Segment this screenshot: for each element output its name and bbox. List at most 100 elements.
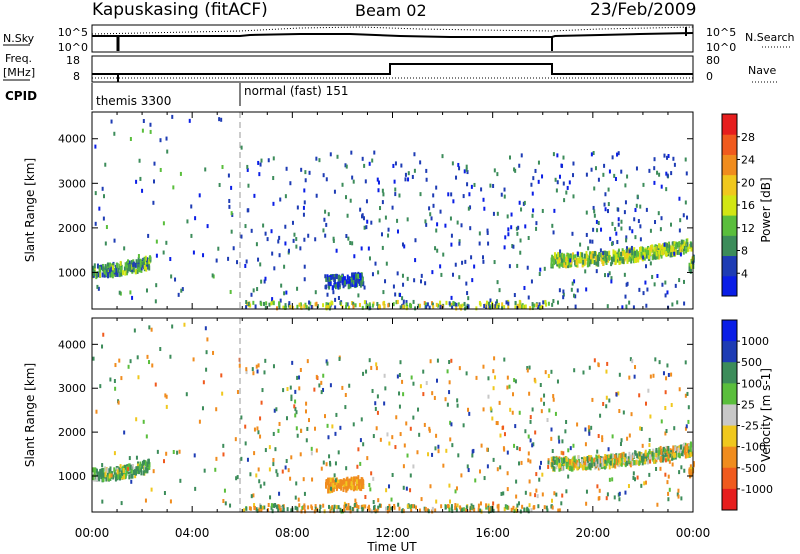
- echo-cell: [552, 299, 555, 304]
- echo-cell: [511, 244, 514, 249]
- echo-cell: [129, 359, 132, 364]
- nave-tick-low: 0: [706, 70, 713, 83]
- echo-cell: [645, 252, 648, 258]
- echo-cell: [272, 458, 275, 463]
- echo-cell: [352, 480, 355, 485]
- echo-cell: [454, 302, 457, 307]
- echo-cell: [550, 504, 553, 509]
- echo-cell: [653, 249, 656, 255]
- echo-cell: [371, 158, 374, 163]
- echo-cell: [494, 375, 497, 380]
- echo-cell: [627, 484, 630, 489]
- echo-cell: [337, 275, 340, 281]
- echo-cell: [624, 200, 627, 205]
- echo-cell: [353, 254, 356, 259]
- echo-cell: [447, 192, 450, 197]
- echo-cell: [399, 432, 402, 437]
- time-tick-label: 16:00: [475, 526, 510, 540]
- echo-cell: [519, 250, 522, 255]
- colorbar-swatch: [722, 425, 737, 448]
- echo-cell: [584, 269, 587, 274]
- echo-cell: [513, 167, 516, 172]
- echo-cell: [361, 507, 364, 512]
- echo-cell: [664, 431, 667, 436]
- echo-cell: [604, 463, 607, 469]
- echo-cell: [592, 458, 595, 464]
- echo-cell: [594, 461, 597, 467]
- echo-cell: [93, 263, 96, 269]
- echo-cell: [588, 464, 591, 470]
- echo-cell: [255, 364, 258, 369]
- echo-cell: [506, 375, 509, 380]
- echo-cell: [368, 161, 371, 166]
- echo-cell: [397, 502, 400, 507]
- echo-cell: [332, 238, 335, 243]
- echo-cell: [689, 444, 692, 450]
- echo-cell: [470, 184, 473, 189]
- echo-cell: [414, 258, 417, 263]
- echo-cell: [108, 262, 111, 268]
- echo-cell: [186, 219, 189, 224]
- echo-cell: [682, 249, 685, 255]
- echo-cell: [332, 507, 335, 512]
- echo-cell: [339, 480, 342, 486]
- echo-cell: [690, 242, 693, 248]
- echo-cell: [325, 483, 328, 489]
- echo-cell: [449, 216, 452, 221]
- echo-cell: [505, 505, 508, 510]
- echo-cell: [296, 286, 299, 291]
- echo-cell: [285, 166, 288, 171]
- echo-cell: [547, 458, 550, 463]
- echo-cell: [134, 269, 137, 275]
- echo-cell: [205, 350, 208, 355]
- echo-cell: [519, 304, 522, 309]
- echo-cell: [414, 238, 417, 243]
- echo-cell: [621, 248, 624, 254]
- echo-cell: [648, 254, 651, 260]
- echo-cell: [649, 374, 652, 379]
- echo-cell: [305, 401, 308, 406]
- echo-cell: [373, 150, 376, 155]
- echo-cell: [637, 256, 640, 262]
- echo-cell: [431, 509, 434, 514]
- echo-cell: [337, 450, 340, 455]
- echo-cell: [620, 219, 623, 224]
- colorbar-swatch: [722, 194, 737, 216]
- echo-cell: [592, 205, 595, 210]
- echo-cell: [324, 209, 327, 214]
- echo-cell: [610, 256, 613, 262]
- colorbar-swatch: [722, 341, 737, 363]
- echo-cell: [656, 254, 659, 260]
- echo-cell: [661, 451, 664, 457]
- echo-cell: [518, 200, 521, 205]
- echo-cell: [125, 466, 128, 472]
- echo-cell: [204, 326, 207, 331]
- echo-cell: [385, 488, 388, 493]
- echo-cell: [304, 178, 307, 183]
- echo-cell: [590, 253, 593, 259]
- echo-cell: [406, 217, 409, 222]
- echo-cell: [345, 279, 348, 285]
- echo-cell: [153, 161, 156, 166]
- echo-cell: [159, 138, 162, 143]
- echo-cell: [313, 387, 316, 392]
- echo-cell: [607, 187, 610, 192]
- echo-cell: [358, 480, 361, 486]
- echo-cell: [124, 472, 127, 478]
- echo-cell: [148, 325, 151, 330]
- echo-cell: [128, 261, 131, 267]
- echo-cell: [500, 192, 503, 197]
- colorbar-tick-label: 28: [741, 131, 755, 144]
- echo-cell: [457, 302, 460, 307]
- echo-cell: [284, 465, 287, 470]
- echo-cell: [354, 502, 357, 507]
- echo-cell: [493, 260, 496, 265]
- echo-cell: [534, 493, 537, 498]
- echo-cell: [608, 454, 611, 460]
- echo-cell: [275, 407, 278, 412]
- station-title: Kapuskasing (fitACF): [92, 0, 268, 20]
- echo-cell: [615, 459, 618, 465]
- colorbar-tick-label: 24: [741, 154, 755, 167]
- echo-cell: [634, 235, 637, 240]
- echo-cell: [653, 166, 656, 171]
